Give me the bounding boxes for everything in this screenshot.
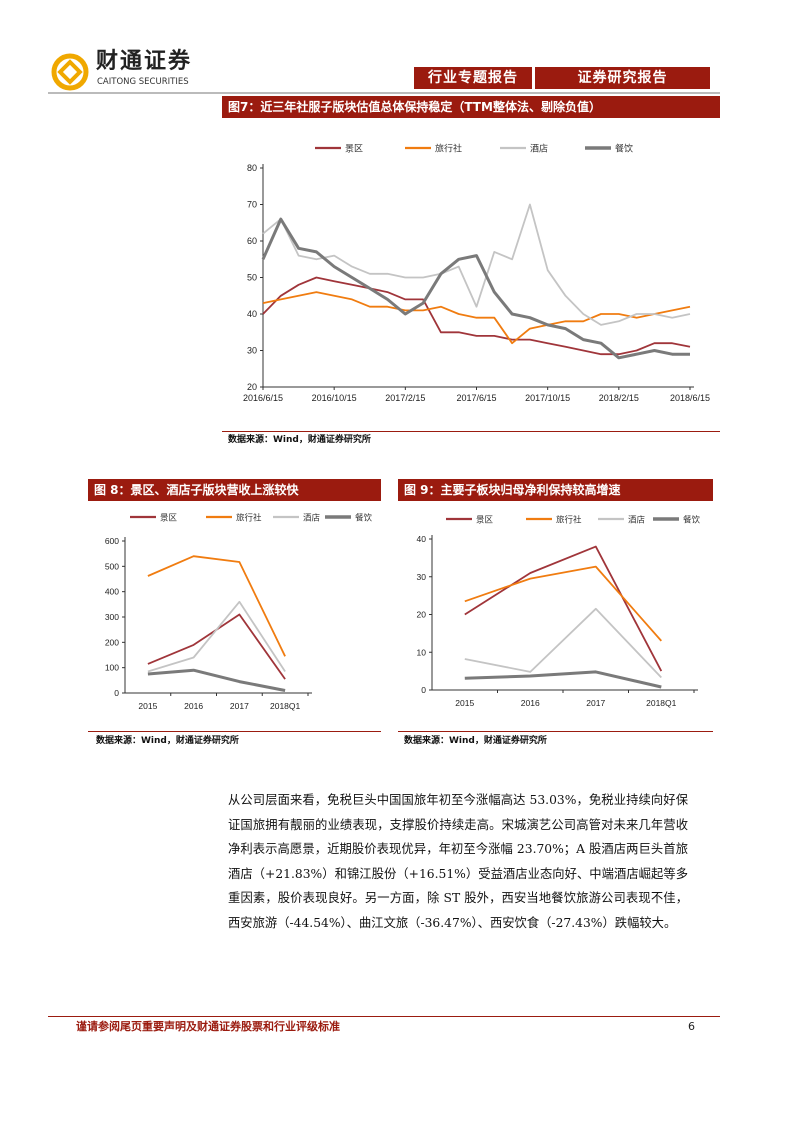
legend-label: 旅行社 xyxy=(236,513,262,523)
fig9-divider xyxy=(398,731,713,732)
y-tick-label: 200 xyxy=(105,637,119,647)
x-tick-label: 2016/6/15 xyxy=(243,393,283,403)
body-paragraph: 从公司层面来看，免税巨头中国国旅年初至今涨幅高达 53.03%，免税业持续向好保… xyxy=(228,793,688,930)
page-number: 6 xyxy=(688,1020,695,1033)
footer-disclaimer: 谨请参阅尾页重要声明及财通证券股票和行业评级标准 xyxy=(76,1020,340,1033)
y-tick-label: 50 xyxy=(247,273,257,283)
y-tick-label: 40 xyxy=(417,534,427,544)
legend-label: 旅行社 xyxy=(556,515,582,525)
legend-label: 酒店 xyxy=(303,513,321,523)
y-tick-label: 0 xyxy=(421,685,426,695)
series-line-景区 xyxy=(464,545,663,672)
fig7-chart: 20 30 40 50 60 70 80 2016/6/15 2016/10/15 2017/2/… xyxy=(243,143,710,404)
x-tick-label: 2017 xyxy=(586,698,605,708)
fig8-divider xyxy=(88,731,381,732)
footer-divider xyxy=(48,1016,720,1017)
fig8-title: 图 8：景区、酒店子版块营收上涨较快 xyxy=(88,479,381,501)
series-line-酒店 xyxy=(464,607,662,679)
y-tick-label: 100 xyxy=(105,663,119,673)
series-line-景区 xyxy=(147,613,286,680)
y-tick-label: 60 xyxy=(247,236,257,246)
legend-label: 餐饮 xyxy=(683,515,701,525)
x-tick-label: 2015 xyxy=(138,701,157,711)
fig7-source: 数据来源：Wind，财通证券研究所 xyxy=(228,435,371,445)
y-tick-label: 0 xyxy=(114,688,119,698)
fig8-chart: 0 100 200 300 400 500 600 2015 2016 2017 2018Q1 景区 旅… xyxy=(105,513,373,712)
x-tick-label: 2015 xyxy=(455,698,474,708)
series-line-旅行社 xyxy=(147,555,286,657)
series-line-酒店 xyxy=(262,203,691,326)
logo-text-cn: 财通证券 xyxy=(96,49,193,74)
y-tick-label: 40 xyxy=(247,309,257,319)
logo-text-en: CAITONG SECURITIES xyxy=(97,77,189,87)
y-tick-label: 30 xyxy=(417,572,427,582)
x-tick-label: 2016 xyxy=(521,698,540,708)
x-tick-label: 2017/10/15 xyxy=(525,393,570,403)
y-tick-label: 30 xyxy=(247,346,257,356)
x-tick-label: 2017/2/15 xyxy=(385,393,425,403)
x-tick-label: 2017 xyxy=(230,701,249,711)
series-line-餐饮 xyxy=(464,670,662,689)
series-line-景区 xyxy=(262,276,691,356)
report-type-tag: 行业专题报告 xyxy=(414,67,532,89)
header-divider xyxy=(48,92,720,94)
caitong-logo-icon xyxy=(51,53,89,91)
y-tick-label: 600 xyxy=(105,536,119,546)
legend-label: 景区 xyxy=(160,513,178,523)
y-tick-label: 80 xyxy=(247,163,257,173)
x-tick-label: 2018Q1 xyxy=(270,701,301,711)
y-tick-label: 500 xyxy=(105,561,119,571)
y-tick-label: 300 xyxy=(105,612,119,622)
legend-label: 酒店 xyxy=(628,515,646,525)
legend-label: 餐饮 xyxy=(355,513,373,523)
series-line-酒店 xyxy=(147,600,286,673)
series-line-旅行社 xyxy=(262,291,691,345)
y-tick-label: 10 xyxy=(417,647,427,657)
y-tick-label: 400 xyxy=(105,587,119,597)
series-line-旅行社 xyxy=(464,565,662,642)
x-tick-label: 2018/2/15 xyxy=(599,393,639,403)
fig8-source: 数据来源：Wind，财通证券研究所 xyxy=(96,736,239,746)
legend-label: 餐饮 xyxy=(615,143,633,154)
fig9-chart: 0 10 20 30 40 2015 2016 2017 2018Q1 景区 旅行社 酒店 餐饮 xyxy=(417,515,701,709)
y-tick-label: 70 xyxy=(247,200,257,210)
report-category-tag: 证券研究报告 xyxy=(535,67,710,89)
fig7-title: 图7：近三年社服子版块估值总体保持稳定（TTM整体法、剔除负值） xyxy=(222,96,720,118)
legend-label: 旅行社 xyxy=(435,143,462,154)
legend-label: 景区 xyxy=(345,144,363,154)
x-tick-label: 2016/10/15 xyxy=(312,393,357,403)
fig7-divider xyxy=(222,431,720,432)
y-tick-label: 20 xyxy=(247,382,257,392)
x-tick-label: 2017/6/15 xyxy=(456,393,496,403)
series-line-餐饮 xyxy=(261,217,690,360)
series-line-餐饮 xyxy=(147,668,286,692)
legend-label: 景区 xyxy=(476,515,494,525)
legend-label: 酒店 xyxy=(530,143,548,154)
y-tick-label: 20 xyxy=(417,610,427,620)
x-tick-label: 2018Q1 xyxy=(646,698,677,708)
fig9-title: 图 9：主要子板块归母净利保持较高增速 xyxy=(398,479,713,501)
fig9-source: 数据来源：Wind，财通证券研究所 xyxy=(404,736,547,746)
x-tick-label: 2018/6/15 xyxy=(670,393,710,403)
x-tick-label: 2016 xyxy=(184,701,203,711)
